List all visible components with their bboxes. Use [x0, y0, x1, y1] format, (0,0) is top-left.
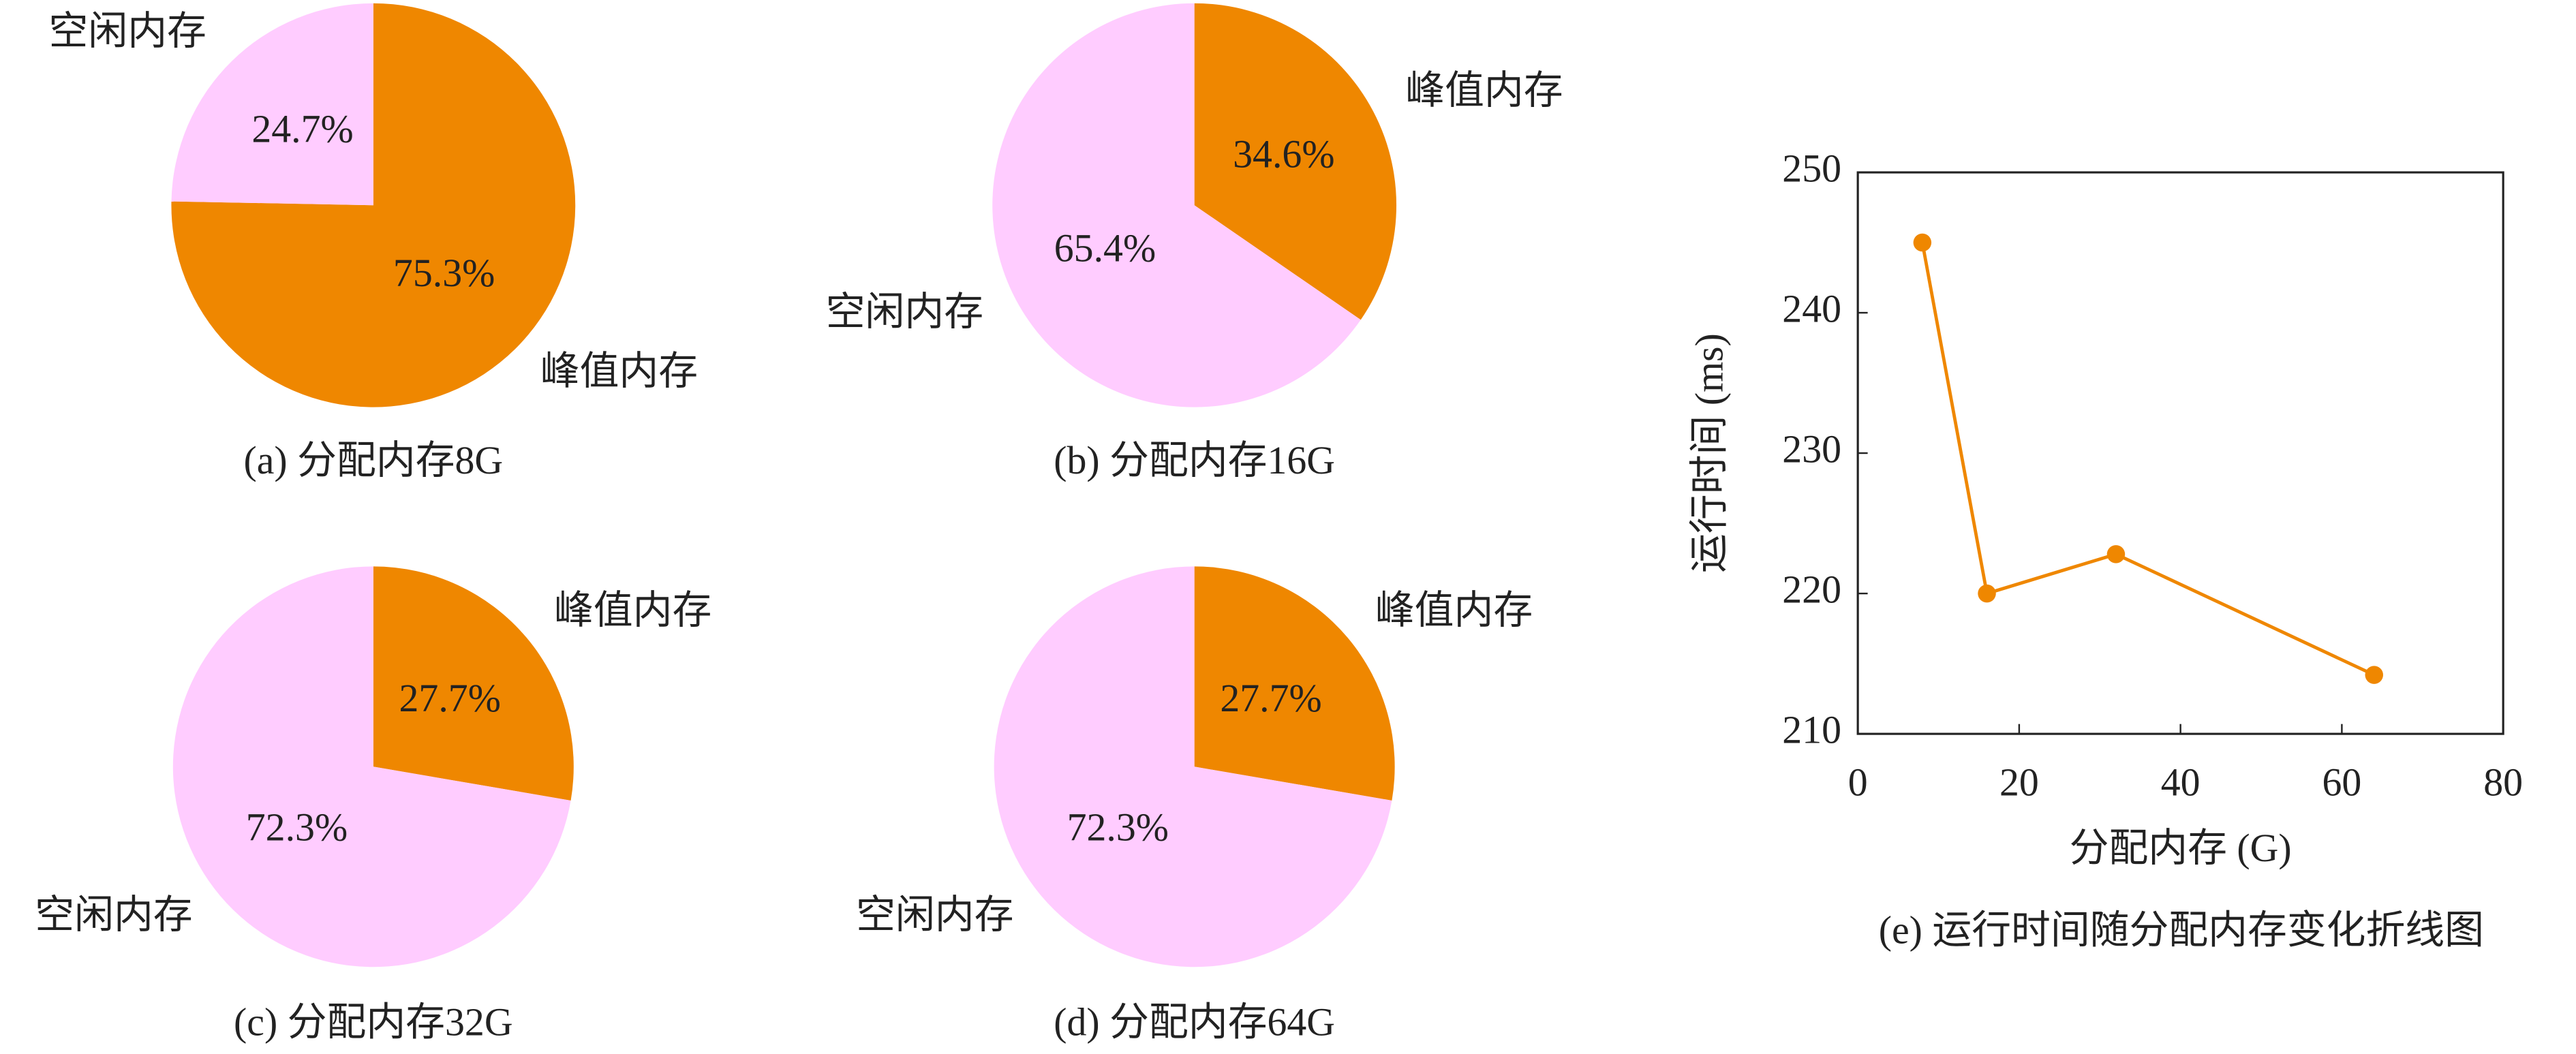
category-label: 峰值内存 — [1405, 68, 1563, 112]
value-label: 34.6% — [1233, 132, 1334, 176]
category-label: 峰值内存 — [540, 349, 698, 393]
pie-slice — [171, 3, 576, 407]
x-tick-label: 80 — [2483, 760, 2523, 804]
x-tick-label: 0 — [1848, 760, 1868, 804]
pie-slice — [373, 566, 574, 801]
pie-slice — [994, 566, 1392, 967]
value-label: 27.7% — [399, 676, 501, 720]
value-label: 72.3% — [246, 805, 348, 849]
y-axis-label: 运行时间 (ms) — [1687, 333, 1731, 573]
category-label: 空闲内存 — [35, 893, 192, 937]
y-tick-label: 210 — [1782, 707, 1841, 751]
caption: (c) 分配内存32G — [234, 999, 513, 1044]
data-line — [1920, 242, 2375, 677]
y-tick-label: 250 — [1782, 146, 1841, 190]
y-tick-label: 230 — [1782, 427, 1841, 471]
x-tick-label: 20 — [1999, 760, 2039, 804]
plot-frame — [1856, 171, 2504, 735]
pie-slice — [172, 566, 571, 967]
pie-slice — [1194, 3, 1397, 320]
pie-slice — [171, 3, 373, 206]
data-point — [2365, 666, 2384, 684]
value-label: 72.3% — [1067, 805, 1169, 849]
caption: (d) 分配内存64G — [1054, 999, 1335, 1044]
pie-slice — [992, 3, 1361, 407]
data-point — [1913, 233, 1932, 252]
y-tick-label: 240 — [1782, 286, 1841, 330]
category-label: 空闲内存 — [826, 290, 983, 334]
pie-slice — [1194, 566, 1395, 801]
value-label: 65.4% — [1054, 226, 1156, 270]
value-label: 27.7% — [1220, 676, 1321, 720]
y-tick-label: 220 — [1782, 567, 1841, 611]
x-axis-label: 分配内存 (G) — [2070, 826, 2292, 870]
caption: (b) 分配内存16G — [1054, 438, 1335, 482]
caption: (e) 运行时间随分配内存变化折线图 — [1879, 908, 2484, 952]
category-label: 峰值内存 — [1375, 588, 1533, 632]
data-point — [1978, 584, 1996, 603]
x-tick-label: 40 — [2161, 760, 2201, 804]
value-label: 24.7% — [251, 107, 353, 151]
caption: (a) 分配内存8G — [244, 438, 504, 482]
data-point — [2106, 545, 2126, 563]
category-label: 峰值内存 — [554, 588, 711, 632]
category-label: 空闲内存 — [49, 9, 206, 53]
category-label: 空闲内存 — [856, 893, 1013, 937]
x-tick-label: 60 — [2322, 760, 2361, 804]
value-label: 75.3% — [393, 251, 495, 295]
